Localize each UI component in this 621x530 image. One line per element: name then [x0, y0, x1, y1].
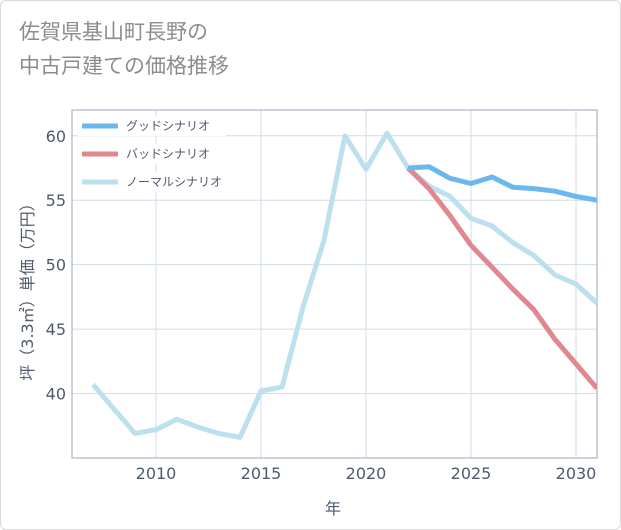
x-tick-label: 2030 [556, 464, 597, 483]
chart-title-line-2: 中古戸建ての価格推移 [19, 54, 229, 78]
x-tick-labels: 2010 2015 2020 2025 2030 [136, 464, 597, 483]
y-tick-label: 55 [46, 191, 66, 210]
x-axis-label: 年 [325, 499, 341, 518]
legend-bg [78, 144, 226, 164]
x-tick-label: 2010 [136, 464, 177, 483]
series-line-1 [406, 166, 597, 391]
legend-bg [78, 116, 226, 136]
chart-title: 佐賀県基山町長野の 中古戸建ての価格推移 [19, 15, 229, 83]
x-tick-label: 2020 [346, 464, 387, 483]
series-line-2 [91, 130, 597, 440]
y-axis-label: 坪（3.3㎡）単価（万円） [18, 195, 37, 380]
y-tick-label: 50 [46, 256, 66, 275]
y-tick-label: 60 [46, 127, 66, 146]
x-tick-label: 2015 [241, 464, 282, 483]
legend-label: グッドシナリオ [126, 119, 210, 133]
y-tick-label: 40 [46, 385, 66, 404]
series-line-0 [407, 164, 597, 203]
legend-label: ノーマルシナリオ [126, 175, 222, 189]
legend-label: バッドシナリオ [126, 147, 210, 161]
chart-title-line-1: 佐賀県基山町長野の [19, 20, 208, 44]
legend-bg [78, 172, 226, 192]
plot-frame [71, 109, 598, 459]
y-tick-label: 45 [46, 320, 66, 339]
x-tick-label: 2025 [451, 464, 492, 483]
y-tick-labels: 40 45 50 55 60 [46, 127, 66, 404]
series-lines [91, 130, 597, 440]
